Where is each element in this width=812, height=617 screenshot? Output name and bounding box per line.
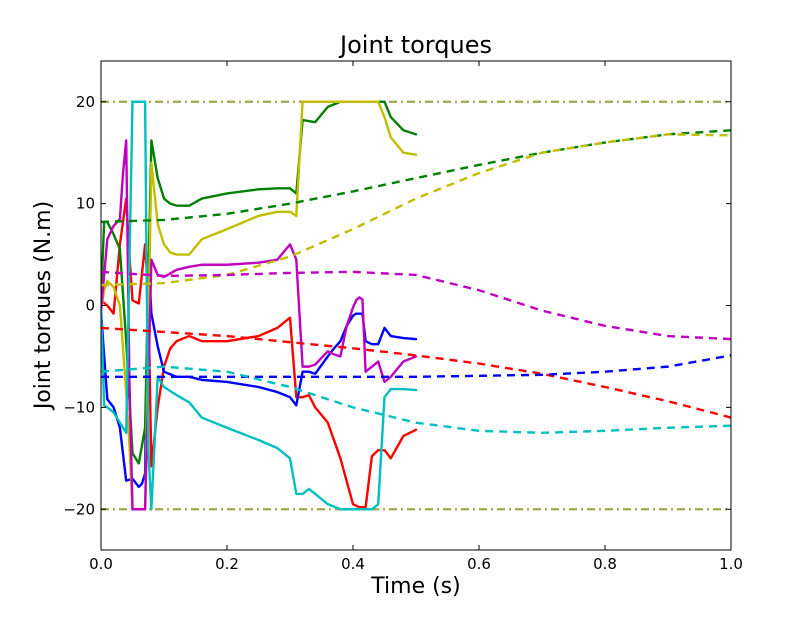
y-tick-label: −20 — [63, 500, 95, 518]
axis-ticks: 0.0 0.2 0.4 0.6 0.8 1.0 −20 −10 0 10 20 — [63, 61, 743, 573]
x-axis-label: Time (s) — [370, 574, 460, 599]
series-line-9-dashed — [101, 133, 731, 287]
series-line-10-dashed — [101, 270, 731, 341]
series-line-6-dashed — [101, 326, 731, 419]
y-tick-label: 10 — [76, 195, 95, 213]
chart-title: Joint torques — [338, 31, 492, 59]
x-tick-label: 0.8 — [593, 555, 617, 573]
plot-area: 0.0 0.2 0.4 0.6 0.8 1.0 −20 −10 0 10 20 — [63, 60, 743, 573]
series-line-3-solid — [101, 100, 418, 511]
limit-lines — [101, 100, 731, 511]
plot-background — [101, 61, 731, 550]
x-tick-label: 0.2 — [215, 555, 239, 573]
x-tick-label: 1.0 — [719, 555, 743, 573]
x-tick-label: 0.6 — [467, 555, 491, 573]
y-tick-label: 0 — [85, 297, 95, 315]
x-tick-label: 0.0 — [89, 555, 113, 573]
y-axis-label: Joint torques (N.m) — [31, 201, 56, 411]
series-line-7-dashed — [101, 354, 731, 379]
y-tick-label: 20 — [76, 93, 95, 111]
series-line-5-solid — [101, 100, 418, 511]
x-tick-label: 0.4 — [341, 555, 365, 573]
series-lines — [101, 100, 731, 511]
y-tick-label: −10 — [63, 398, 95, 416]
series-line-11-dashed — [101, 365, 731, 435]
series-line-4-solid — [101, 139, 418, 511]
